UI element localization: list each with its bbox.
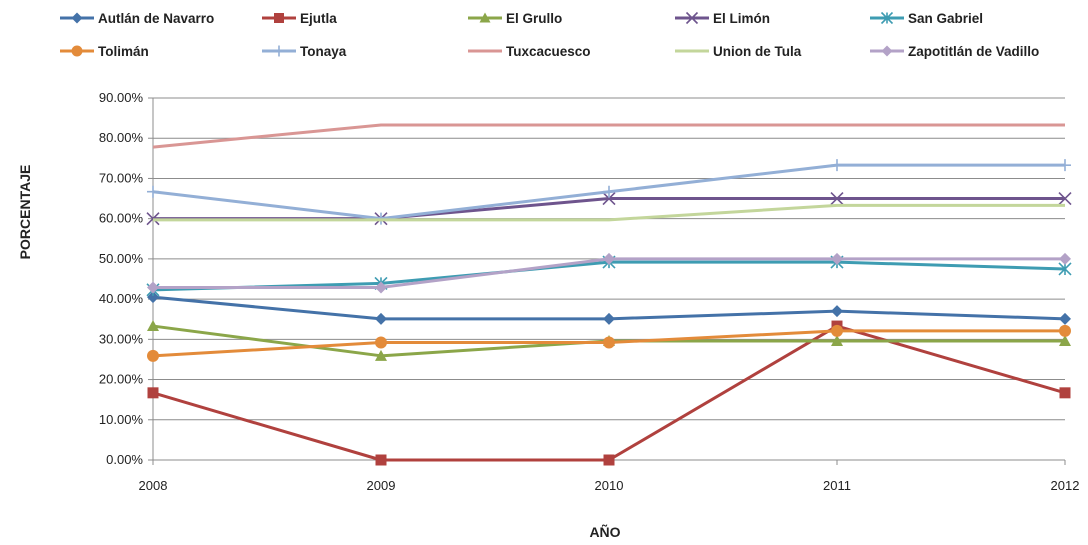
- y-tick-label: 0.00%: [106, 452, 143, 467]
- y-axis-title: PORCENTAJE: [17, 165, 33, 260]
- data-point-ejutla: [375, 454, 387, 466]
- series-line-union-de-tula: [153, 203, 1065, 222]
- y-tick-label: 40.00%: [99, 291, 144, 306]
- y-tick-label: 50.00%: [99, 251, 144, 266]
- x-tick-label: 2011: [823, 478, 851, 493]
- data-point-el-grullo: [831, 334, 843, 346]
- data-point-el-limon: [1058, 191, 1072, 206]
- legend-marker: [273, 45, 285, 57]
- data-point-el-grullo: [1059, 334, 1071, 346]
- x-tick-label: 2010: [595, 478, 624, 493]
- legend-label: Zapotitlán de Vadillo: [908, 44, 1039, 59]
- legend-item-toliman: Tolimán: [60, 44, 149, 59]
- x-tick-label: 2012: [1051, 478, 1080, 493]
- data-point-el-limon: [602, 191, 616, 206]
- data-point-zapotitlan-de-vadillo: [603, 252, 615, 265]
- y-tick-label: 80.00%: [99, 130, 144, 145]
- legend: Autlán de Navarro Ejutla El Grullo El Limón…: [60, 11, 1039, 59]
- y-axis: 0.00% 10.00% 20.00% 30.00% 40.00% 50.00% 60.00…: [99, 90, 154, 467]
- legend-label: Tonaya: [300, 44, 347, 59]
- legend-label: San Gabriel: [908, 11, 983, 26]
- data-point-ejutla: [1059, 387, 1071, 399]
- data-point-tonaya: [831, 159, 843, 172]
- gridlines: [153, 97, 1065, 461]
- legend-item-tuxcacuesco: Tuxcacuesco: [468, 44, 591, 59]
- y-tick-label: 90.00%: [99, 90, 144, 105]
- legend-label: Tolimán: [98, 44, 149, 59]
- legend-item-autlan-de-navarro: Autlán de Navarro: [60, 11, 214, 26]
- data-point-autlan-de-navarro: [147, 291, 159, 304]
- y-tick-label: 70.00%: [99, 170, 144, 185]
- legend-marker: [880, 11, 894, 25]
- legend-marker: [479, 12, 491, 23]
- legend-label: Ejutla: [300, 11, 337, 26]
- y-tick-label: 60.00%: [99, 211, 144, 226]
- data-point-autlan-de-navarro: [1059, 312, 1071, 325]
- data-point-toliman: [603, 336, 615, 349]
- data-point-zapotitlan-de-vadillo: [375, 281, 387, 294]
- data-point-autlan-de-navarro: [831, 305, 843, 318]
- series-tuxcacuesco: [152, 123, 1065, 149]
- data-point-el-limon: [830, 191, 844, 206]
- series-line-tuxcacuesco: [152, 123, 1065, 149]
- legend-item-union-de-tula: Union de Tula: [675, 44, 802, 59]
- series-toliman: [147, 324, 1071, 362]
- series-tonaya: [147, 159, 1071, 225]
- legend-marker: [685, 11, 699, 25]
- y-tick-label: 30.00%: [99, 331, 144, 346]
- data-point-toliman: [1059, 324, 1071, 337]
- legend-item-el-grullo: El Grullo: [468, 11, 562, 26]
- legend-label: El Grullo: [506, 11, 562, 26]
- legend-item-san-gabriel: San Gabriel: [870, 11, 983, 26]
- legend-marker: [71, 45, 83, 57]
- data-point-zapotitlan-de-vadillo: [1059, 252, 1071, 265]
- legend-item-el-limon: El Limón: [675, 11, 770, 26]
- x-tick-label: 2009: [367, 478, 396, 493]
- legend-label: Autlán de Navarro: [98, 11, 214, 26]
- y-tick-label: 10.00%: [99, 412, 144, 427]
- series-union-de-tula: [153, 203, 1065, 222]
- legend-item-zapotitlan-de-vadillo: Zapotitlán de Vadillo: [870, 44, 1039, 59]
- legend-item-tonaya: Tonaya: [262, 44, 347, 59]
- legend-label: Tuxcacuesco: [506, 44, 591, 59]
- legend-marker: [274, 13, 284, 23]
- y-tick-label: 20.00%: [99, 372, 144, 387]
- x-axis-title: AÑO: [589, 523, 620, 540]
- data-point-tonaya: [1059, 159, 1071, 172]
- data-point-tonaya: [603, 185, 615, 198]
- x-tick-label: 2008: [139, 478, 168, 493]
- data-point-autlan-de-navarro: [603, 312, 615, 325]
- data-point-ejutla: [603, 454, 615, 466]
- data-point-zapotitlan-de-vadillo: [147, 281, 159, 294]
- data-point-tonaya: [147, 185, 159, 198]
- data-point-toliman: [147, 349, 159, 362]
- data-point-autlan-de-navarro: [375, 312, 387, 325]
- legend-label: Union de Tula: [713, 44, 802, 59]
- legend-item-ejutla: Ejutla: [262, 11, 337, 26]
- data-point-san-gabriel: [1058, 262, 1072, 276]
- data-point-toliman: [375, 336, 387, 349]
- data-point-toliman: [831, 324, 843, 337]
- legend-label: El Limón: [713, 11, 770, 26]
- data-point-el-grullo: [147, 320, 159, 332]
- legend-marker: [71, 12, 83, 24]
- series-autlan-de-navarro: [147, 291, 1071, 325]
- data-point-zapotitlan-de-vadillo: [831, 252, 843, 265]
- legend-marker: [881, 45, 893, 57]
- data-point-ejutla: [147, 387, 159, 399]
- data-point-el-grullo: [375, 349, 387, 361]
- series-zapotitlan-de-vadillo: [147, 252, 1071, 294]
- series-group: [146, 123, 1072, 466]
